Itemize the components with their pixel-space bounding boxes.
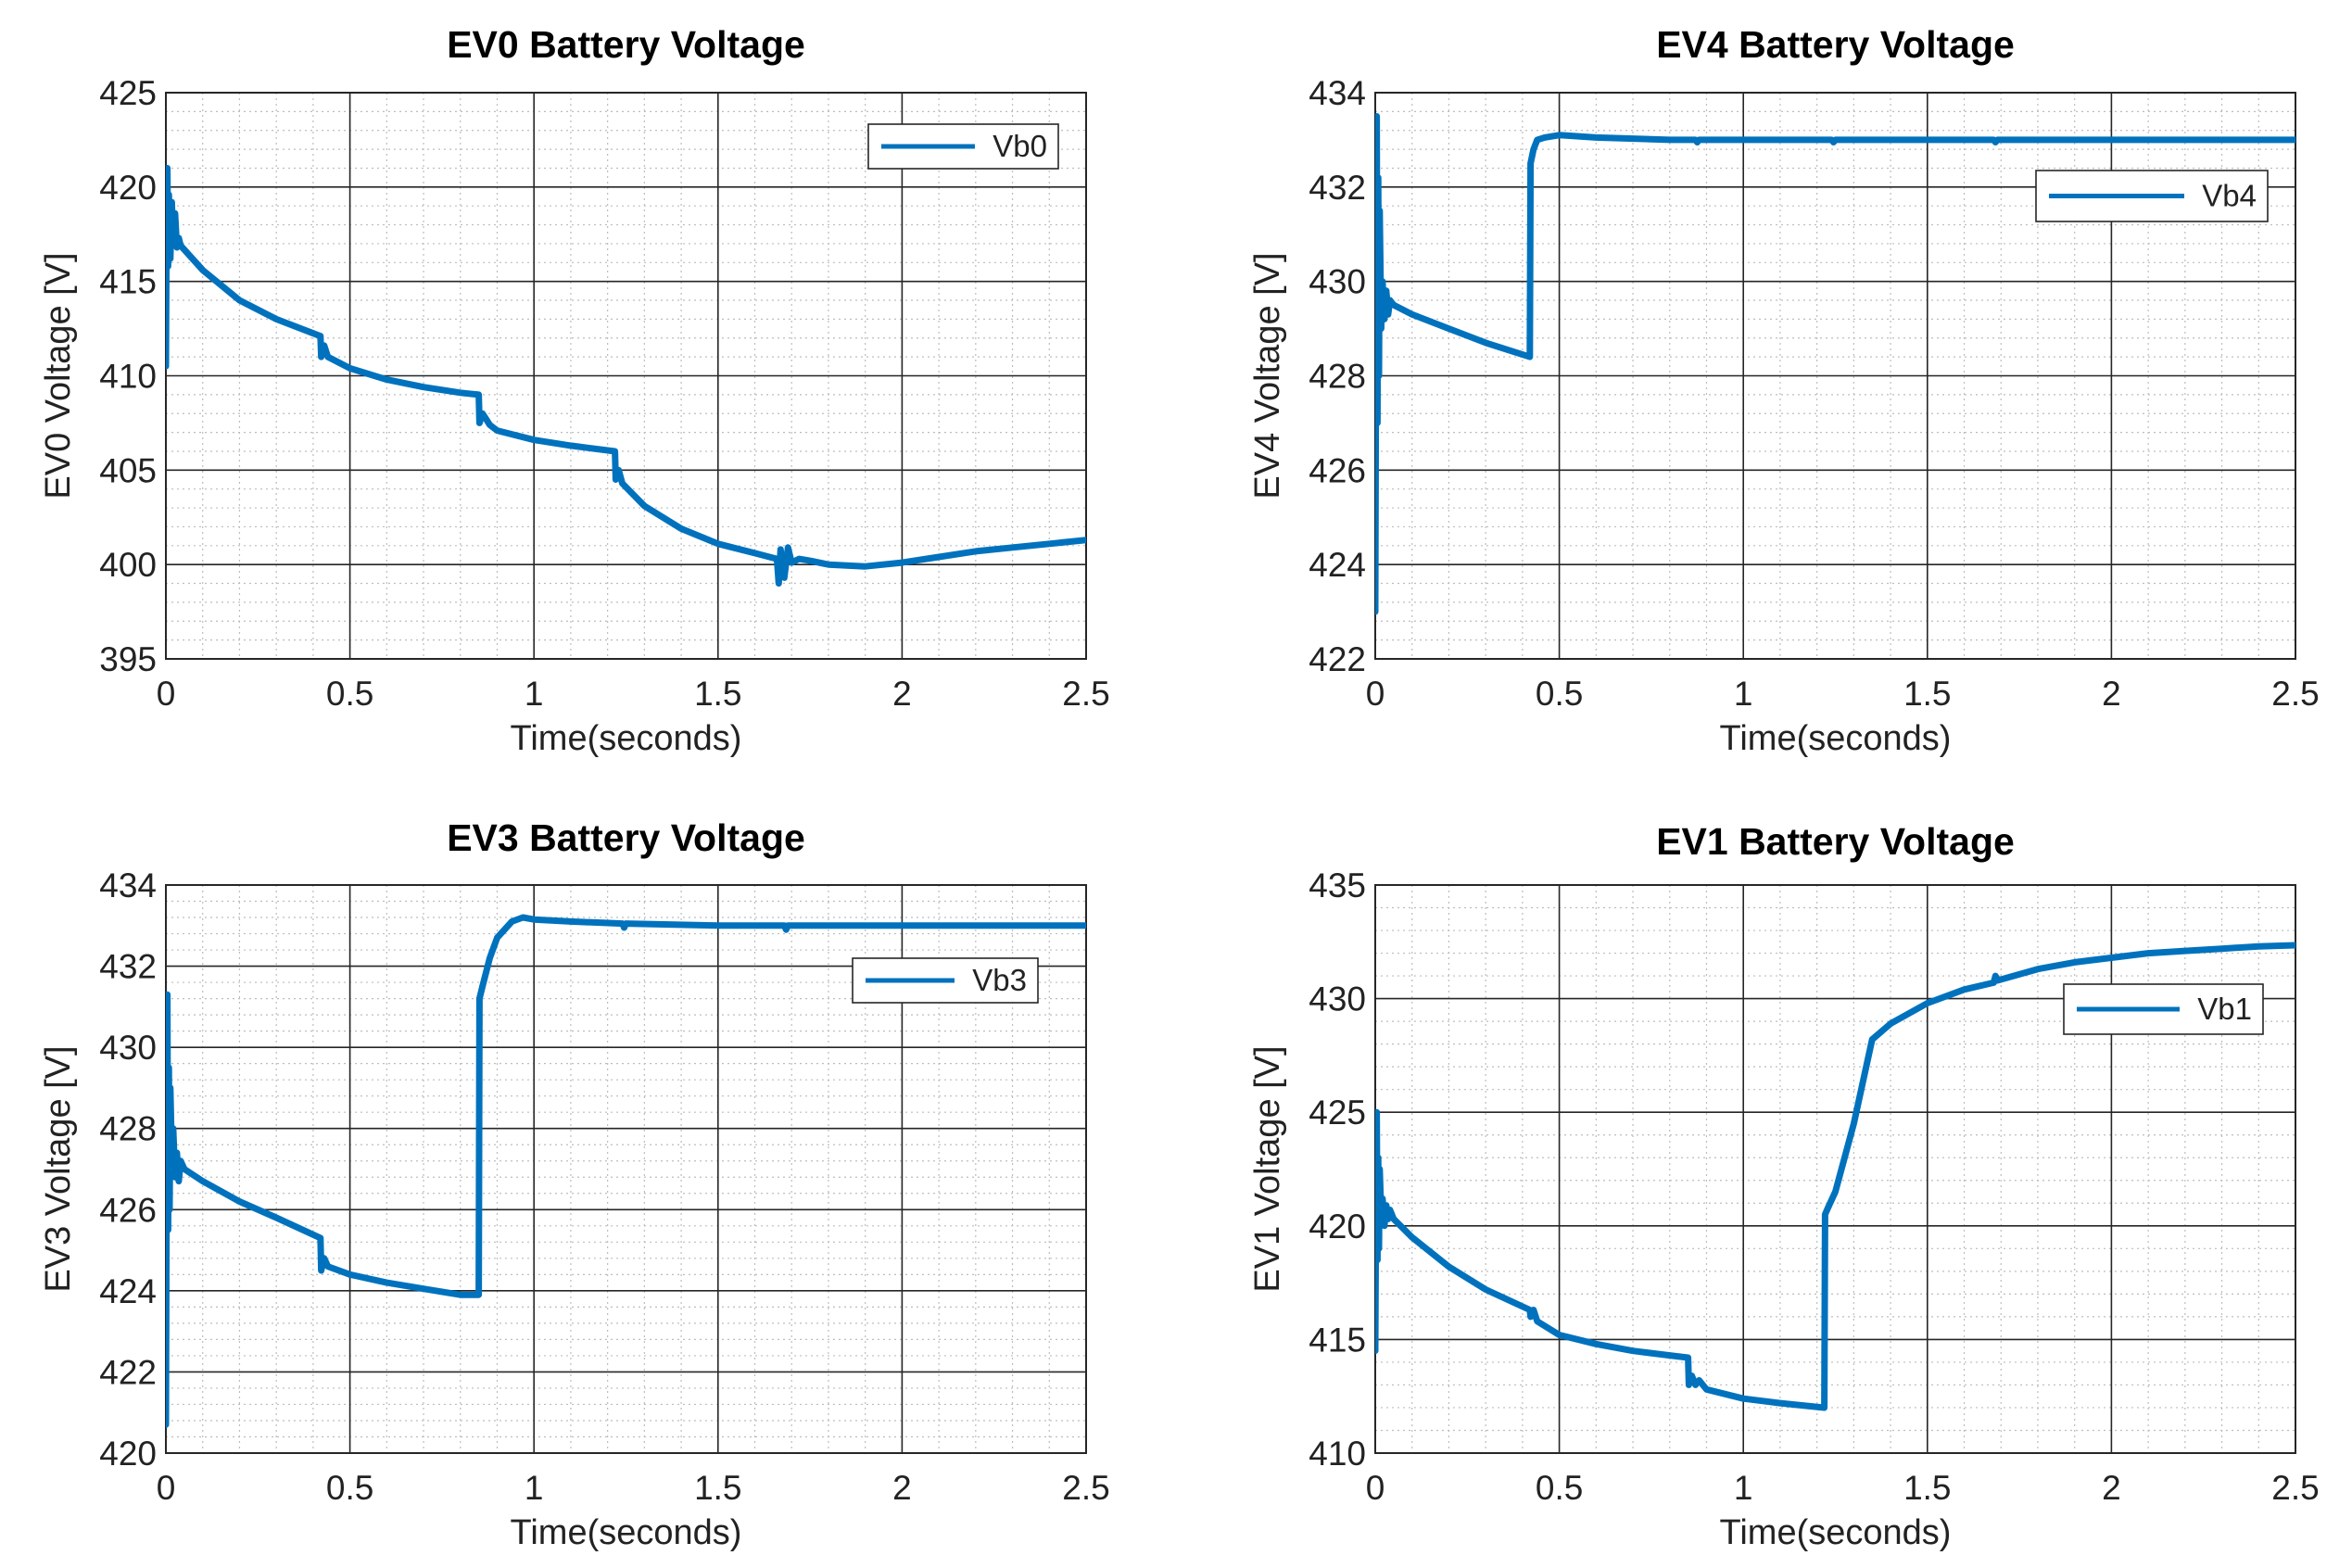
y-tick-label: 425 <box>1309 1094 1366 1132</box>
chart-4: 0 0.5 1 1.5 2 2.5 410 415 420 425 430 435 EV1 Batter… <box>1248 820 2320 1552</box>
y-tick-label: 425 <box>99 74 157 112</box>
y-tick-label: 420 <box>1309 1208 1366 1246</box>
x-tick-label: 2.5 <box>2271 1469 2319 1507</box>
x-tick-label: 1 <box>1734 675 1753 713</box>
x-tick-label: 0 <box>157 1469 176 1507</box>
x-axis-label: Time(seconds) <box>1720 1513 1952 1552</box>
x-tick-label: 0 <box>1366 675 1385 713</box>
x-tick-label: 1.5 <box>694 675 741 713</box>
y-tick-label: 430 <box>1309 980 1366 1018</box>
x-tick-label: 0.5 <box>1536 675 1583 713</box>
y-tick-label: 428 <box>99 1110 157 1148</box>
x-tick-label: 1.5 <box>1903 675 1951 713</box>
chart-2: 0 0.5 1 1.5 2 2.5 422 424 426 428 430 432 434 EV4 Bat… <box>1248 23 2320 758</box>
x-tick-label: 0.5 <box>1536 1469 1583 1507</box>
y-tick-label: 410 <box>99 358 157 396</box>
y-tick-label: 435 <box>1309 866 1366 904</box>
legend: Vb1 <box>2063 983 2264 1035</box>
series-line-Vb0 <box>166 165 1086 587</box>
y-tick-label: 430 <box>99 1029 157 1067</box>
legend-label: Vb4 <box>2202 179 2257 213</box>
y-tick-label: 415 <box>1309 1321 1366 1359</box>
x-tick-label: 2.5 <box>1062 675 1109 713</box>
x-tick-label: 1.5 <box>1903 1469 1951 1507</box>
series-line-Vb3 <box>166 914 1086 1428</box>
axes-box <box>165 92 1087 660</box>
y-tick-label: 434 <box>1309 74 1366 112</box>
y-tick-label: 422 <box>1309 640 1366 678</box>
y-tick-label: 420 <box>99 169 157 207</box>
legend: Vb3 <box>852 957 1039 1004</box>
y-tick-label: 430 <box>1309 263 1366 301</box>
x-tick-label: 2 <box>892 675 912 713</box>
y-axis-label: EV3 Voltage [V] <box>39 1045 78 1292</box>
series-line-Vb4 <box>1375 113 2295 615</box>
minor-grid <box>1375 885 2295 1453</box>
legend-label: Vb3 <box>972 963 1027 997</box>
x-tick-label: 1 <box>525 675 544 713</box>
y-tick-label: 420 <box>99 1435 157 1473</box>
y-tick-label: 395 <box>99 640 157 678</box>
y-axis-label: EV4 Voltage [V] <box>1248 252 1287 499</box>
x-tick-label: 2 <box>892 1469 912 1507</box>
x-tick-label: 1.5 <box>694 1469 741 1507</box>
chart-title: EV3 Battery Voltage <box>447 816 805 859</box>
x-tick-label: 1 <box>1734 1469 1753 1507</box>
y-tick-label: 426 <box>99 1191 157 1229</box>
legend: Vb0 <box>867 123 1059 170</box>
y-tick-label: 415 <box>99 263 157 301</box>
y-tick-label: 400 <box>99 546 157 584</box>
legend-label: Vb1 <box>2197 992 2252 1026</box>
x-tick-label: 2 <box>2102 1469 2121 1507</box>
y-tick-label: 424 <box>99 1272 157 1310</box>
y-tick-label: 405 <box>99 451 157 489</box>
chart-3: 0 0.5 1 1.5 2 2.5 420 422 424 426 428 430 432 434 EV3 … <box>39 816 1110 1552</box>
chart-1: 0 0.5 1 1.5 2 2.5 395 400 405 410 415 420 425 EV0 Bat… <box>39 23 1110 758</box>
x-axis-label: Time(seconds) <box>511 1513 742 1552</box>
x-tick-label: 2 <box>2102 675 2121 713</box>
chart-title: EV4 Battery Voltage <box>1656 23 2015 66</box>
y-tick-label: 410 <box>1309 1435 1366 1473</box>
legend: Vb4 <box>2035 170 2269 222</box>
chart-title: EV0 Battery Voltage <box>447 23 805 66</box>
legend-label: Vb0 <box>993 129 1047 163</box>
x-tick-label: 0.5 <box>326 675 373 713</box>
y-tick-label: 432 <box>1309 169 1366 207</box>
x-axis-label: Time(seconds) <box>1720 719 1952 758</box>
y-tick-label: 424 <box>1309 546 1366 584</box>
x-tick-label: 2.5 <box>2271 675 2319 713</box>
x-tick-label: 0 <box>157 675 176 713</box>
x-tick-label: 2.5 <box>1062 1469 1109 1507</box>
x-tick-label: 0.5 <box>326 1469 373 1507</box>
plot-background <box>1375 885 2295 1453</box>
y-tick-label: 432 <box>99 948 157 986</box>
x-axis-label: Time(seconds) <box>511 719 742 758</box>
y-tick-label: 428 <box>1309 358 1366 396</box>
y-tick-label: 426 <box>1309 451 1366 489</box>
y-axis-label: EV0 Voltage [V] <box>39 252 78 499</box>
y-tick-label: 422 <box>99 1353 157 1391</box>
x-tick-label: 1 <box>525 1469 544 1507</box>
x-tick-label: 0 <box>1366 1469 1385 1507</box>
minor-grid <box>166 885 1086 1453</box>
chart-title: EV1 Battery Voltage <box>1656 820 2015 863</box>
series-line-Vb1 <box>1375 942 2295 1411</box>
y-axis-label: EV1 Voltage [V] <box>1248 1045 1287 1292</box>
y-tick-label: 434 <box>99 866 157 904</box>
